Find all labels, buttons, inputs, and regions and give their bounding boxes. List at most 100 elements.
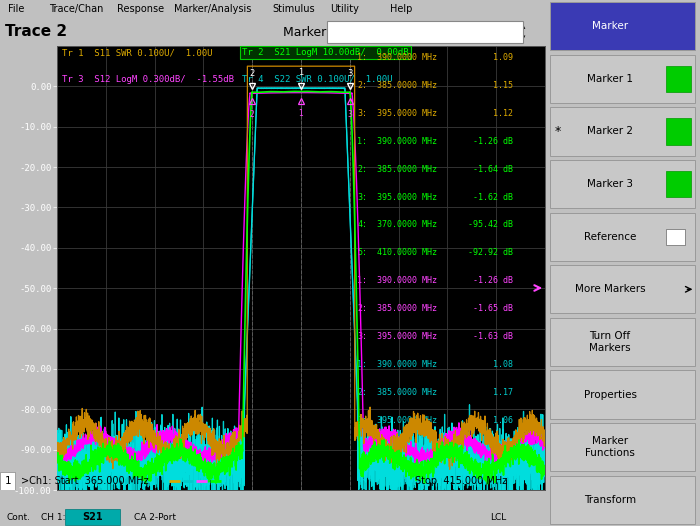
Text: 395.0000 MHz: 395.0000 MHz	[377, 108, 437, 118]
Text: Tr 2  S21 LogM 10.00dB/  0.00dB: Tr 2 S21 LogM 10.00dB/ 0.00dB	[242, 48, 409, 57]
Text: 410.0000 MHz: 410.0000 MHz	[377, 248, 437, 257]
Bar	[666, 118, 691, 145]
Text: 1.12: 1.12	[494, 108, 513, 118]
Text: Marker/Analysis: Marker/Analysis	[174, 4, 252, 14]
Text: 395.0000 MHz: 395.0000 MHz	[377, 193, 437, 201]
Text: Marker
Functions: Marker Functions	[585, 436, 635, 458]
Text: 3: 3	[347, 109, 352, 118]
Text: 370.0000 MHz: 370.0000 MHz	[377, 220, 437, 229]
Text: File: File	[8, 4, 24, 14]
Text: >Ch1: Start  365.000 MHz: >Ch1: Start 365.000 MHz	[21, 476, 148, 486]
Bar	[550, 160, 695, 208]
Text: Marker 2: Marker 2	[284, 25, 339, 38]
Text: CH 1:: CH 1:	[41, 512, 65, 521]
Bar	[666, 229, 685, 245]
Bar	[65, 510, 120, 524]
Text: Transform: Transform	[584, 494, 636, 505]
Text: *: *	[554, 125, 561, 138]
Text: Help: Help	[390, 4, 412, 14]
Text: -1.62 dB: -1.62 dB	[473, 193, 513, 201]
Text: 1: 1	[299, 109, 303, 118]
Text: ▼: ▼	[521, 35, 526, 41]
Text: 3:: 3:	[357, 108, 367, 118]
Text: 2: 2	[250, 109, 255, 118]
Text: Response: Response	[117, 4, 164, 14]
Text: 5:: 5:	[357, 248, 367, 257]
Text: Marker 2: Marker 2	[587, 126, 633, 137]
Text: -1.65 dB: -1.65 dB	[473, 305, 513, 313]
Text: Marker 3: Marker 3	[587, 179, 633, 189]
Text: 3: 3	[347, 69, 353, 78]
Text: Reference: Reference	[584, 231, 636, 242]
Bar	[550, 318, 695, 366]
Text: Trace/Chan: Trace/Chan	[49, 4, 104, 14]
Text: Properties: Properties	[584, 389, 636, 400]
Bar	[550, 423, 695, 471]
Text: 385.0000 MHz: 385.0000 MHz	[377, 165, 437, 174]
Text: 1: 1	[298, 68, 304, 77]
Text: 1.09: 1.09	[494, 53, 513, 62]
Bar	[550, 476, 695, 524]
Text: Stimulus: Stimulus	[272, 4, 315, 14]
Text: 1:: 1:	[357, 53, 367, 62]
Bar	[550, 107, 695, 156]
Bar	[327, 21, 523, 43]
Text: Cont.: Cont.	[6, 512, 31, 521]
Text: S21: S21	[83, 512, 103, 522]
Text: 2:: 2:	[357, 305, 367, 313]
Text: CA 2-Port: CA 2-Port	[134, 512, 176, 521]
Text: -1.26 dB: -1.26 dB	[473, 137, 513, 146]
Text: 390.0000 MHz: 390.0000 MHz	[377, 360, 437, 369]
Text: 1:: 1:	[357, 137, 367, 146]
Text: Trace 2: Trace 2	[6, 25, 68, 39]
Text: 390.0000 MHz: 390.0000 MHz	[377, 277, 437, 286]
Bar	[550, 55, 695, 103]
Bar	[550, 213, 695, 261]
Bar	[550, 370, 695, 419]
Text: Tr 1  S11 SWR 0.100U/  1.00U: Tr 1 S11 SWR 0.100U/ 1.00U	[62, 48, 212, 57]
Text: 1.08: 1.08	[494, 360, 513, 369]
Bar	[666, 171, 691, 197]
Text: ▲: ▲	[521, 23, 526, 29]
Text: 385.000000000 MHz: 385.000000000 MHz	[335, 27, 442, 37]
Text: Stop  415.000 MHz: Stop 415.000 MHz	[414, 476, 507, 486]
Text: 395.0000 MHz: 395.0000 MHz	[377, 416, 437, 426]
Text: 3:: 3:	[357, 332, 367, 341]
Text: 2:: 2:	[357, 388, 367, 397]
Text: Tr 3  S12 LogM 0.300dB/  -1.55dB: Tr 3 S12 LogM 0.300dB/ -1.55dB	[62, 75, 234, 84]
Text: 1: 1	[4, 476, 11, 486]
Text: 385.0000 MHz: 385.0000 MHz	[377, 388, 437, 397]
Text: -1.63 dB: -1.63 dB	[473, 332, 513, 341]
Text: More Markers: More Markers	[575, 284, 645, 295]
Text: 395.0000 MHz: 395.0000 MHz	[377, 332, 437, 341]
Text: 390.0000 MHz: 390.0000 MHz	[377, 137, 437, 146]
Text: 2: 2	[250, 69, 255, 78]
Text: 3:: 3:	[357, 416, 367, 426]
Text: 2:: 2:	[357, 80, 367, 89]
Text: -1.26 dB: -1.26 dB	[473, 277, 513, 286]
Text: 1.06: 1.06	[494, 416, 513, 426]
Text: Marker: Marker	[592, 21, 628, 32]
Bar	[550, 2, 695, 50]
Text: Turn Off
Markers: Turn Off Markers	[589, 331, 631, 353]
Text: 1:: 1:	[357, 360, 367, 369]
Text: 1:: 1:	[357, 277, 367, 286]
Text: -92.92 dB: -92.92 dB	[468, 248, 513, 257]
Text: -95.42 dB: -95.42 dB	[468, 220, 513, 229]
Text: 3:: 3:	[357, 193, 367, 201]
Text: 385.0000 MHz: 385.0000 MHz	[377, 305, 437, 313]
Bar	[550, 265, 695, 313]
Text: LCL: LCL	[491, 512, 507, 521]
Bar	[666, 66, 691, 92]
Text: Marker 1: Marker 1	[587, 74, 633, 84]
Text: 1.17: 1.17	[494, 388, 513, 397]
Text: 390.0000 MHz: 390.0000 MHz	[377, 53, 437, 62]
Text: -1.64 dB: -1.64 dB	[473, 165, 513, 174]
Text: Utility: Utility	[330, 4, 358, 14]
Text: Tr 4  S22 SWR 0.100U/  1.00U: Tr 4 S22 SWR 0.100U/ 1.00U	[242, 75, 393, 84]
Bar	[0, 472, 15, 490]
Text: 1.15: 1.15	[494, 80, 513, 89]
Text: 2:: 2:	[357, 165, 367, 174]
Text: 385.0000 MHz: 385.0000 MHz	[377, 80, 437, 89]
Text: 4:: 4:	[357, 220, 367, 229]
